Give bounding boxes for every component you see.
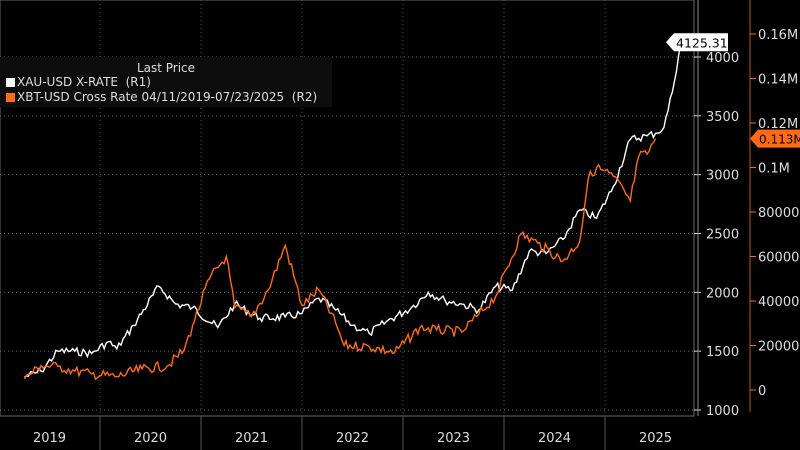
legend-label-gold: XAU-USD X-RATE (R1) — [17, 75, 151, 89]
right-axis-label: 0 — [758, 384, 766, 399]
left-axis-label: 3500 — [706, 110, 739, 125]
legend-item-gold: XAU-USD X-RATE (R1) — [0, 75, 332, 90]
right-axis-label: 0.14M — [758, 73, 798, 88]
x-axis-label: 2024 — [538, 431, 571, 446]
right-axis-label: 80000 — [758, 206, 799, 221]
right-axis-label: 0.12M — [758, 117, 798, 132]
x-axis-label: 2019 — [33, 431, 66, 446]
x-axis-label: 2022 — [336, 431, 369, 446]
right-axis-label: 20000 — [758, 340, 799, 355]
bitcoin-last-price-label: 0.113M — [759, 133, 800, 147]
left-axis-label: 1000 — [706, 404, 739, 419]
gold-series-line — [24, 42, 682, 378]
x-axis-label: 2023 — [437, 431, 470, 446]
legend-title: Last Price — [136, 61, 196, 75]
left-axis-label: 2000 — [706, 286, 739, 301]
left-axis-label: 1500 — [706, 345, 739, 360]
legend-swatch-bitcoin — [6, 93, 15, 102]
legend: Last Price XAU-USD X-RATE (R1) XBT-USD C… — [0, 57, 332, 107]
legend-item-bitcoin: XBT-USD Cross Rate 04/11/2019-07/23/2025… — [0, 90, 332, 105]
x-axis-label: 2025 — [639, 431, 672, 446]
legend-label-bitcoin: XBT-USD Cross Rate 04/11/2019-07/23/2025… — [17, 90, 318, 104]
gold-last-price-tag — [666, 33, 728, 52]
left-axis-label: 4000 — [706, 51, 739, 66]
right-axis-label: 0.16M — [758, 28, 798, 43]
right-axis-label: 0.1M — [758, 162, 790, 177]
right-axis-label: 40000 — [758, 295, 799, 310]
gold-last-price-label: 4125.31 — [676, 35, 728, 50]
x-axis-label: 2021 — [235, 431, 268, 446]
legend-swatch-gold — [6, 78, 15, 87]
left-axis-label: 3000 — [706, 169, 739, 184]
left-axis-label: 2500 — [706, 228, 739, 243]
bitcoin-last-price-tag — [750, 129, 800, 148]
bitcoin-series-line — [23, 138, 657, 381]
right-axis-label: 60000 — [758, 251, 799, 266]
x-axis-label: 2020 — [134, 431, 167, 446]
